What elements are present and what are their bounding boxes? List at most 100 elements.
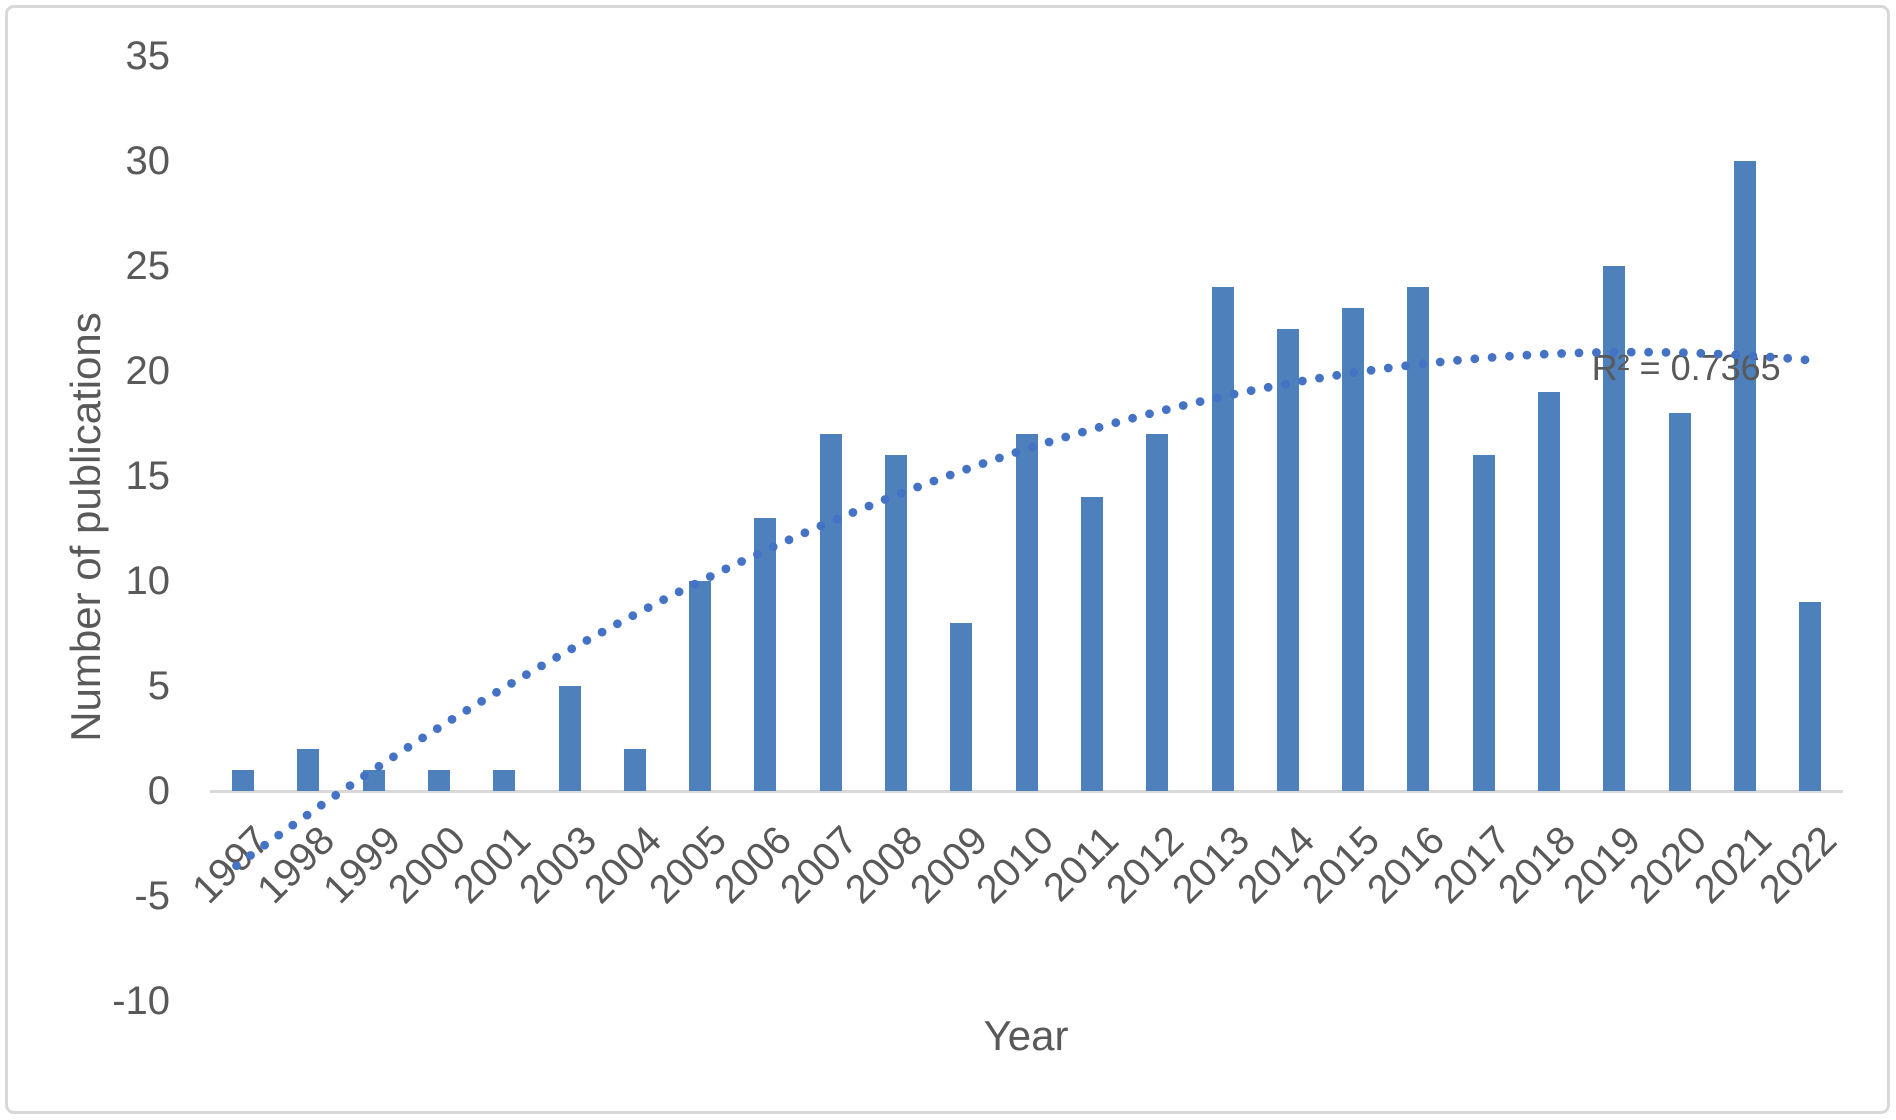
bar-2019 xyxy=(1603,266,1626,791)
trendline-dot xyxy=(945,470,955,480)
trendline-dot xyxy=(1246,386,1256,395)
trendline-dot xyxy=(784,535,794,545)
bar-2022 xyxy=(1799,602,1822,791)
trendline-dot xyxy=(1263,382,1273,392)
trendline-dot xyxy=(832,514,842,524)
trendline-dot xyxy=(995,453,1004,463)
trendline-dot xyxy=(477,696,486,706)
trendline-dot xyxy=(432,724,442,733)
bar-2014 xyxy=(1276,329,1299,791)
trendline-dot xyxy=(1731,350,1740,360)
trendline-dot xyxy=(659,595,668,605)
trendline-dot xyxy=(507,679,516,688)
trendline-dot xyxy=(1522,350,1532,360)
trendline-dot xyxy=(462,705,472,715)
y-tick-label-0: 0 xyxy=(147,769,170,813)
trendline-dot xyxy=(1644,347,1653,357)
trendline-dot xyxy=(1044,437,1054,447)
trendline-dot xyxy=(1195,397,1205,406)
y-tick-label-5: 5 xyxy=(147,664,170,708)
trendline-dot xyxy=(552,652,561,662)
bar-2016 xyxy=(1407,287,1430,791)
trendline-dot xyxy=(1401,361,1410,371)
trendline-dot xyxy=(1078,427,1087,437)
y-tick-label--10: -10 xyxy=(112,979,170,1023)
trendline-dot xyxy=(1332,370,1342,380)
trendline-dot xyxy=(690,579,700,589)
y-tick-label-10: 10 xyxy=(125,559,171,603)
trendline-dot xyxy=(302,810,312,820)
bar-2006 xyxy=(754,518,777,791)
bar-2010 xyxy=(1015,434,1038,791)
trendline-dot xyxy=(567,644,577,654)
trendline-dot xyxy=(1383,363,1393,373)
trendline-dot xyxy=(316,800,326,810)
y-tick-label-15: 15 xyxy=(125,454,171,498)
trendline-dot xyxy=(1315,373,1324,383)
trendline-dot xyxy=(1229,389,1239,399)
bar-2015 xyxy=(1342,308,1365,791)
bar-2012 xyxy=(1146,434,1169,791)
trendline-dot xyxy=(360,771,369,781)
bar-2020 xyxy=(1668,413,1691,791)
trendline-dot xyxy=(537,661,546,671)
trendline-dot xyxy=(705,572,715,581)
trendline-dot xyxy=(1028,442,1037,452)
trendline-dot xyxy=(1470,354,1480,364)
trendline-dot xyxy=(418,733,427,743)
bar-2008 xyxy=(885,455,907,791)
trendline-dot xyxy=(1800,355,1810,365)
y-tick-label-35: 35 xyxy=(125,34,171,78)
trendline-dot xyxy=(597,627,607,637)
trendline-dot xyxy=(913,482,922,492)
trendline-dot xyxy=(1783,353,1793,363)
trendline-dot xyxy=(1453,355,1462,365)
trendline-dot xyxy=(753,549,762,559)
trendline-dot xyxy=(389,752,398,762)
bar-2011 xyxy=(1080,497,1103,791)
trendline-dot xyxy=(1298,376,1307,386)
bar-2001 xyxy=(493,770,516,791)
trendline-dot xyxy=(1011,448,1021,457)
trendline-dot xyxy=(403,742,413,752)
trendline-dot xyxy=(1626,347,1636,357)
trendline-dot xyxy=(1178,401,1188,410)
trendline-dot xyxy=(1539,349,1549,359)
trendline-dot xyxy=(1505,351,1514,361)
bar-2018 xyxy=(1538,392,1560,791)
trendline-dot xyxy=(1557,349,1566,358)
trendline-dot xyxy=(880,495,890,504)
trendline-dot xyxy=(962,464,971,474)
bar-2004 xyxy=(623,749,646,791)
bar-2009 xyxy=(950,623,973,791)
trendline-dot xyxy=(1487,353,1497,362)
trendline-dot xyxy=(246,851,255,860)
bar-2003 xyxy=(558,686,581,791)
trendline-dot xyxy=(768,542,778,552)
bar-2000 xyxy=(427,770,450,791)
trendline-dot xyxy=(1748,351,1758,361)
trendline-dot xyxy=(1145,409,1154,419)
trendline-dot xyxy=(864,501,874,511)
trendline-dot xyxy=(1679,348,1688,358)
trendline-dot xyxy=(1418,359,1428,369)
y-tick-label-30: 30 xyxy=(125,139,171,183)
trendline-dot xyxy=(1280,379,1290,389)
trendline-dot xyxy=(1366,365,1376,375)
trendline-dot xyxy=(1661,348,1671,357)
trendline-dot xyxy=(232,861,241,871)
trendline-dot xyxy=(613,619,622,629)
trendline-dot xyxy=(260,840,269,850)
trendline-dot xyxy=(643,603,653,612)
trendline-dot xyxy=(1061,432,1071,442)
trendline-dot xyxy=(274,830,284,840)
trendline-dot xyxy=(331,790,341,800)
trendline-dot xyxy=(1609,347,1619,357)
y-tick-label-20: 20 xyxy=(125,349,171,393)
trendline-dot xyxy=(1713,349,1723,359)
x-axis-line xyxy=(210,790,1843,793)
trendline-dot xyxy=(1765,352,1775,362)
